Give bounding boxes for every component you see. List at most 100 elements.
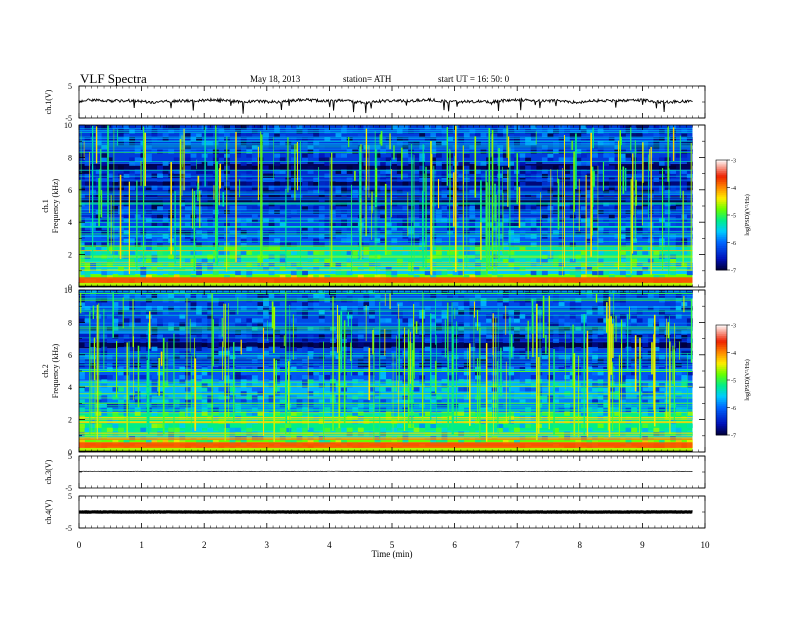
spectrum-cell	[631, 428, 637, 432]
spectrum-cell	[274, 375, 280, 379]
spectrum-cell	[397, 302, 403, 306]
spectrum-cell	[291, 174, 297, 178]
spectrum-cell	[436, 318, 442, 322]
spectrum-cell	[336, 271, 342, 275]
spectrum-cell	[112, 182, 118, 186]
spectrum-cell	[341, 182, 347, 186]
spectrum-cell	[642, 339, 648, 343]
spectrum-cell	[241, 222, 247, 226]
spectrum-cell	[442, 387, 448, 391]
spectrum-cell	[336, 222, 342, 226]
spectrum-cell	[391, 428, 397, 432]
spectrum-cell	[642, 222, 648, 226]
spectrum-cell	[319, 153, 325, 157]
spectrum-cell	[135, 318, 141, 322]
spectrum-cell	[269, 174, 275, 178]
spectrum-cell	[157, 271, 163, 275]
spectrum-cell	[291, 251, 297, 255]
spectrum-cell	[570, 271, 576, 275]
spectrum-cell	[514, 428, 520, 432]
spectrum-cell	[302, 294, 308, 298]
spectrum-cell	[129, 375, 135, 379]
spectrum-cell	[152, 294, 158, 298]
spectrum-cell	[101, 395, 107, 399]
spectrum-cell	[179, 424, 185, 428]
spectrum-cell	[436, 395, 442, 399]
spectrum-cell	[124, 182, 130, 186]
spectrum-cell	[185, 174, 191, 178]
spectrum-cell	[687, 186, 693, 190]
spectrum-cell	[464, 343, 470, 347]
spectrum-cell	[252, 125, 258, 129]
strong-band	[79, 442, 692, 448]
spectrum-cell	[230, 347, 236, 351]
spectrum-cell	[274, 387, 280, 391]
spectrum-cell	[503, 347, 509, 351]
spectrum-cell	[648, 375, 654, 379]
spectrum-cell	[363, 238, 369, 242]
figure-title: VLF Spectra	[80, 71, 147, 86]
spectrum-cell	[508, 310, 514, 314]
spectrum-cell	[414, 238, 420, 242]
spectrum-cell	[302, 310, 308, 314]
spectrum-cell	[241, 242, 247, 246]
spectrum-cell	[676, 222, 682, 226]
spectrum-cell	[626, 182, 632, 186]
spectrum-cell	[469, 251, 475, 255]
spectrum-cell	[124, 214, 130, 218]
spectrum-cell	[252, 395, 258, 399]
spectrum-cell	[536, 259, 542, 263]
spectrum-cell	[402, 174, 408, 178]
spectrum-cell	[408, 271, 414, 275]
spectrum-cell	[531, 242, 537, 246]
spectrum-cell	[436, 302, 442, 306]
spectrum-cell	[508, 161, 514, 165]
spectrum-cell	[380, 166, 386, 170]
spectrum-cell	[157, 238, 163, 242]
spectrum-cell	[163, 310, 169, 314]
spectrum-cell	[408, 259, 414, 263]
spectrum-cell	[520, 351, 526, 355]
spectrum-cell	[631, 157, 637, 161]
spectrum-cell	[135, 302, 141, 306]
spectrum-cell	[308, 153, 314, 157]
spectrum-cell	[531, 174, 537, 178]
spectrum-cell	[263, 210, 269, 214]
spectrum-cell	[152, 428, 158, 432]
spectrum-cell	[425, 161, 431, 165]
spectrum-cell	[475, 294, 481, 298]
spectrum-cell	[620, 395, 626, 399]
spectrum-cell	[547, 153, 553, 157]
spectrum-cell	[520, 210, 526, 214]
spectrum-cell	[380, 379, 386, 383]
spectrum-cell	[246, 424, 252, 428]
spectrum-cell	[570, 242, 576, 246]
spectrum-cell	[291, 343, 297, 347]
spectrum-cell	[313, 251, 319, 255]
spectrum-cell	[313, 294, 319, 298]
spectrum-cell	[263, 166, 269, 170]
spectrum-cell	[140, 379, 146, 383]
spectrum-cell	[508, 153, 514, 157]
spectrum-cell	[659, 210, 665, 214]
spectrum-cell	[419, 166, 425, 170]
spectrum-cell	[486, 339, 492, 343]
spectrum-cell	[257, 387, 263, 391]
spectrum-cell	[637, 182, 643, 186]
spectrum-cell	[146, 294, 152, 298]
spectrum-cell	[464, 387, 470, 391]
spectrum-cell	[280, 242, 286, 246]
spectrum-cell	[291, 347, 297, 351]
spectrum-cell	[174, 157, 180, 161]
spectrum-cell	[614, 182, 620, 186]
spectrum-cell	[531, 259, 537, 263]
spectrum-cell	[124, 271, 130, 275]
spectrum-cell	[614, 318, 620, 322]
spectrum-cell	[157, 166, 163, 170]
spectrum-cell	[553, 318, 559, 322]
spectrum-cell	[112, 339, 118, 343]
spectrum-cell	[603, 271, 609, 275]
spectrum-cell	[547, 182, 553, 186]
spectrum-cell	[152, 347, 158, 351]
spectrum-cell	[101, 161, 107, 165]
